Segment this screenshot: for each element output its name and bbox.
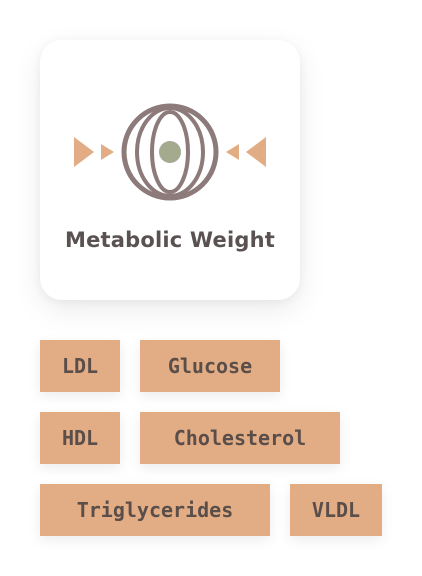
chip-vldl[interactable]: VLDL: [290, 484, 382, 536]
chip-glucose[interactable]: Glucose: [140, 340, 280, 392]
card-title: Metabolic Weight: [64, 228, 276, 252]
chip-ldl[interactable]: LDL: [40, 340, 120, 392]
chip-cholesterol[interactable]: Cholesterol: [140, 412, 340, 464]
metabolic-weight-card[interactable]: [40, 40, 300, 300]
metabolic-weight-icon: [74, 103, 266, 201]
chip-hdl[interactable]: HDL: [40, 412, 120, 464]
chip-triglycerides[interactable]: Triglycerides: [40, 484, 270, 536]
